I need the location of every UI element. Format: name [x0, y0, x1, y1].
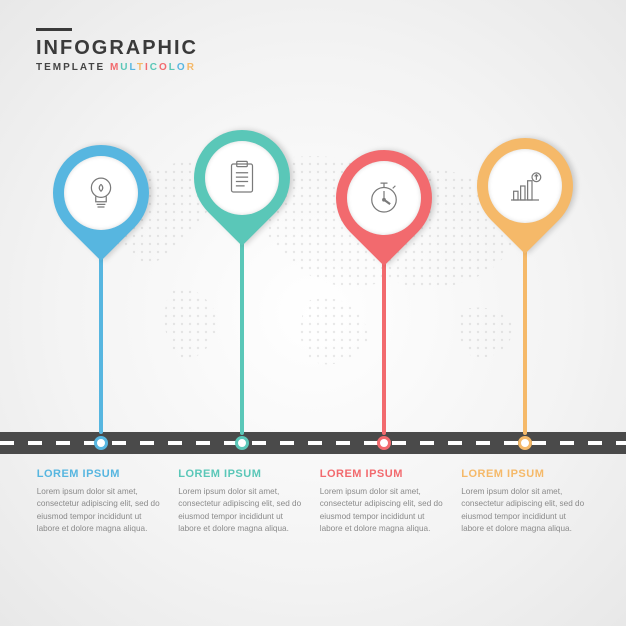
column-planning: LOREM IPSUM Lorem ipsum dolor sit amet, … [177, 0, 307, 626]
header: INFOGRAPHIC TEMPLATE MULTICOLOR [36, 28, 198, 73]
pin-inner [488, 149, 562, 223]
stem [523, 238, 527, 435]
pin-inner [64, 156, 138, 230]
pin-planning [174, 110, 310, 246]
text-block-growth: LOREM IPSUM Lorem ipsum dolor sit amet, … [461, 468, 589, 535]
pin-inner [205, 141, 279, 215]
text-block-timing: LOREM IPSUM Lorem ipsum dolor sit amet, … [320, 468, 448, 535]
subtitle-prefix: TEMPLATE [36, 62, 110, 73]
barchart-icon [504, 165, 546, 207]
subtitle: TEMPLATE MULTICOLOR [36, 62, 198, 73]
column-idea: LOREM IPSUM Lorem ipsum dolor sit amet, … [36, 0, 166, 626]
column-title: LOREM IPSUM [37, 468, 165, 480]
column-body: Lorem ipsum dolor sit amet, consectetur … [461, 486, 589, 535]
header-accent-line [36, 28, 72, 31]
road-node [94, 436, 108, 450]
stem [99, 244, 103, 434]
road-node [518, 436, 532, 450]
pin-growth [457, 118, 593, 254]
road-node [235, 436, 249, 450]
column-timing: LOREM IPSUM Lorem ipsum dolor sit amet, … [319, 0, 449, 626]
title: INFOGRAPHIC [36, 37, 198, 60]
column-growth: LOREM IPSUM Lorem ipsum dolor sit amet, … [460, 0, 590, 626]
lightbulb-icon [80, 172, 122, 214]
text-block-planning: LOREM IPSUM Lorem ipsum dolor sit amet, … [178, 468, 306, 535]
stem [240, 230, 244, 435]
stem [382, 250, 386, 435]
clipboard-icon [221, 157, 263, 199]
column-body: Lorem ipsum dolor sit amet, consectetur … [37, 486, 165, 535]
column-title: LOREM IPSUM [461, 468, 589, 480]
column-title: LOREM IPSUM [178, 468, 306, 480]
stopwatch-icon [363, 177, 405, 219]
column-body: Lorem ipsum dolor sit amet, consectetur … [320, 486, 448, 535]
pin-timing [316, 130, 452, 266]
pin-idea [33, 125, 169, 261]
column-body: Lorem ipsum dolor sit amet, consectetur … [178, 486, 306, 535]
columns-container: LOREM IPSUM Lorem ipsum dolor sit amet, … [0, 0, 626, 626]
road-node [377, 436, 391, 450]
column-title: LOREM IPSUM [320, 468, 448, 480]
pin-inner [347, 161, 421, 235]
text-block-idea: LOREM IPSUM Lorem ipsum dolor sit amet, … [37, 468, 165, 535]
